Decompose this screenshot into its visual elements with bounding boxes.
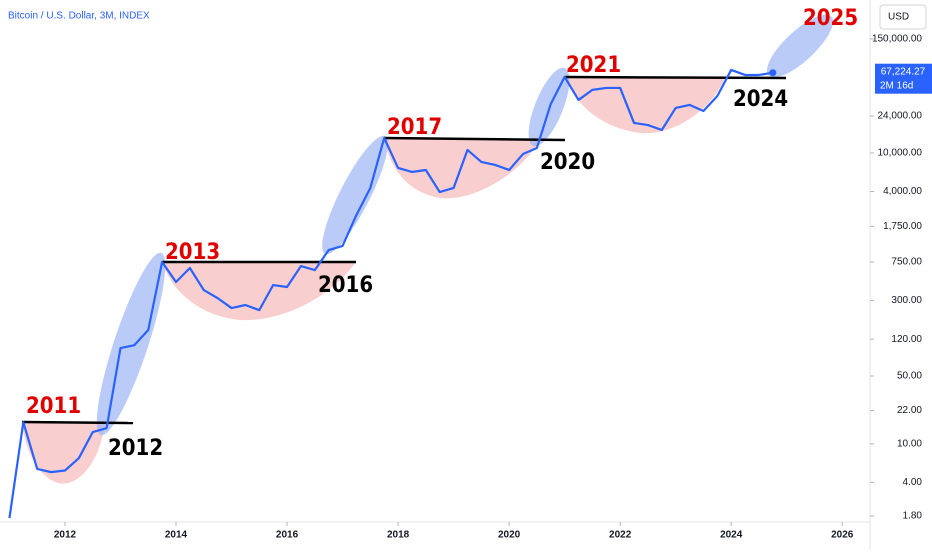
y-tick-label: 120.00: [891, 334, 922, 345]
y-tick-label: 10.00: [897, 438, 922, 449]
annotation: 2013: [165, 240, 220, 265]
annotation: 2011: [26, 394, 81, 419]
currency-button[interactable]: [879, 4, 927, 30]
y-tick-label: 300.00: [891, 295, 922, 306]
y-tick-label: 1,750.00: [883, 221, 922, 232]
breakout-ellipse: [766, 14, 834, 78]
x-tick-label: 2022: [609, 530, 632, 541]
x-tick-label: 2024: [720, 530, 743, 541]
countdown-label: 2M 16d: [880, 80, 913, 91]
annotation: 2016: [318, 273, 373, 298]
last-price-label: 67,224.27: [881, 66, 926, 77]
x-tick-label: 2012: [54, 530, 77, 541]
y-tick-label: 1.80: [903, 511, 923, 522]
x-tick-label: 2026: [831, 530, 854, 541]
cup-shape: [22, 423, 105, 484]
annotation: 2020: [540, 150, 595, 175]
annotation: 2021: [566, 53, 621, 78]
annotation: 2024: [733, 87, 788, 112]
price-line: [8, 68, 774, 519]
cup-shape: [384, 139, 540, 199]
y-tick-label: 150,000.00: [872, 34, 922, 45]
currency-label[interactable]: USD: [888, 12, 909, 23]
resistance-line: [383, 136, 566, 142]
y-tick-label: 4,000.00: [883, 186, 922, 197]
breakout-ellipse: [322, 135, 388, 255]
cup-shape: [162, 262, 356, 321]
annotation: 2012: [108, 436, 163, 461]
cup-shape: [565, 77, 725, 134]
y-tick-label: 750.00: [891, 257, 922, 268]
annotation: 2017: [387, 115, 442, 140]
y-tick-label: 10,000.00: [878, 148, 923, 159]
x-tick-label: 2016: [276, 530, 299, 541]
y-tick-label: 50.00: [897, 371, 922, 382]
y-tick-label: 4.00: [903, 477, 923, 488]
y-tick-label: 22.00: [897, 405, 922, 416]
resistance-line: [564, 75, 787, 80]
x-tick-label: 2014: [165, 530, 188, 541]
last-point: [769, 69, 777, 77]
x-tick-label: 2020: [498, 530, 521, 541]
x-tick-label: 2018: [387, 530, 410, 541]
annotation: 2025: [803, 6, 858, 31]
chart-title: Bitcoin / U.S. Dollar, 3M, INDEX: [8, 11, 150, 22]
resistance-line: [21, 420, 134, 425]
price-badge: [875, 63, 932, 94]
y-tick-label: 24,000.00: [878, 111, 923, 122]
